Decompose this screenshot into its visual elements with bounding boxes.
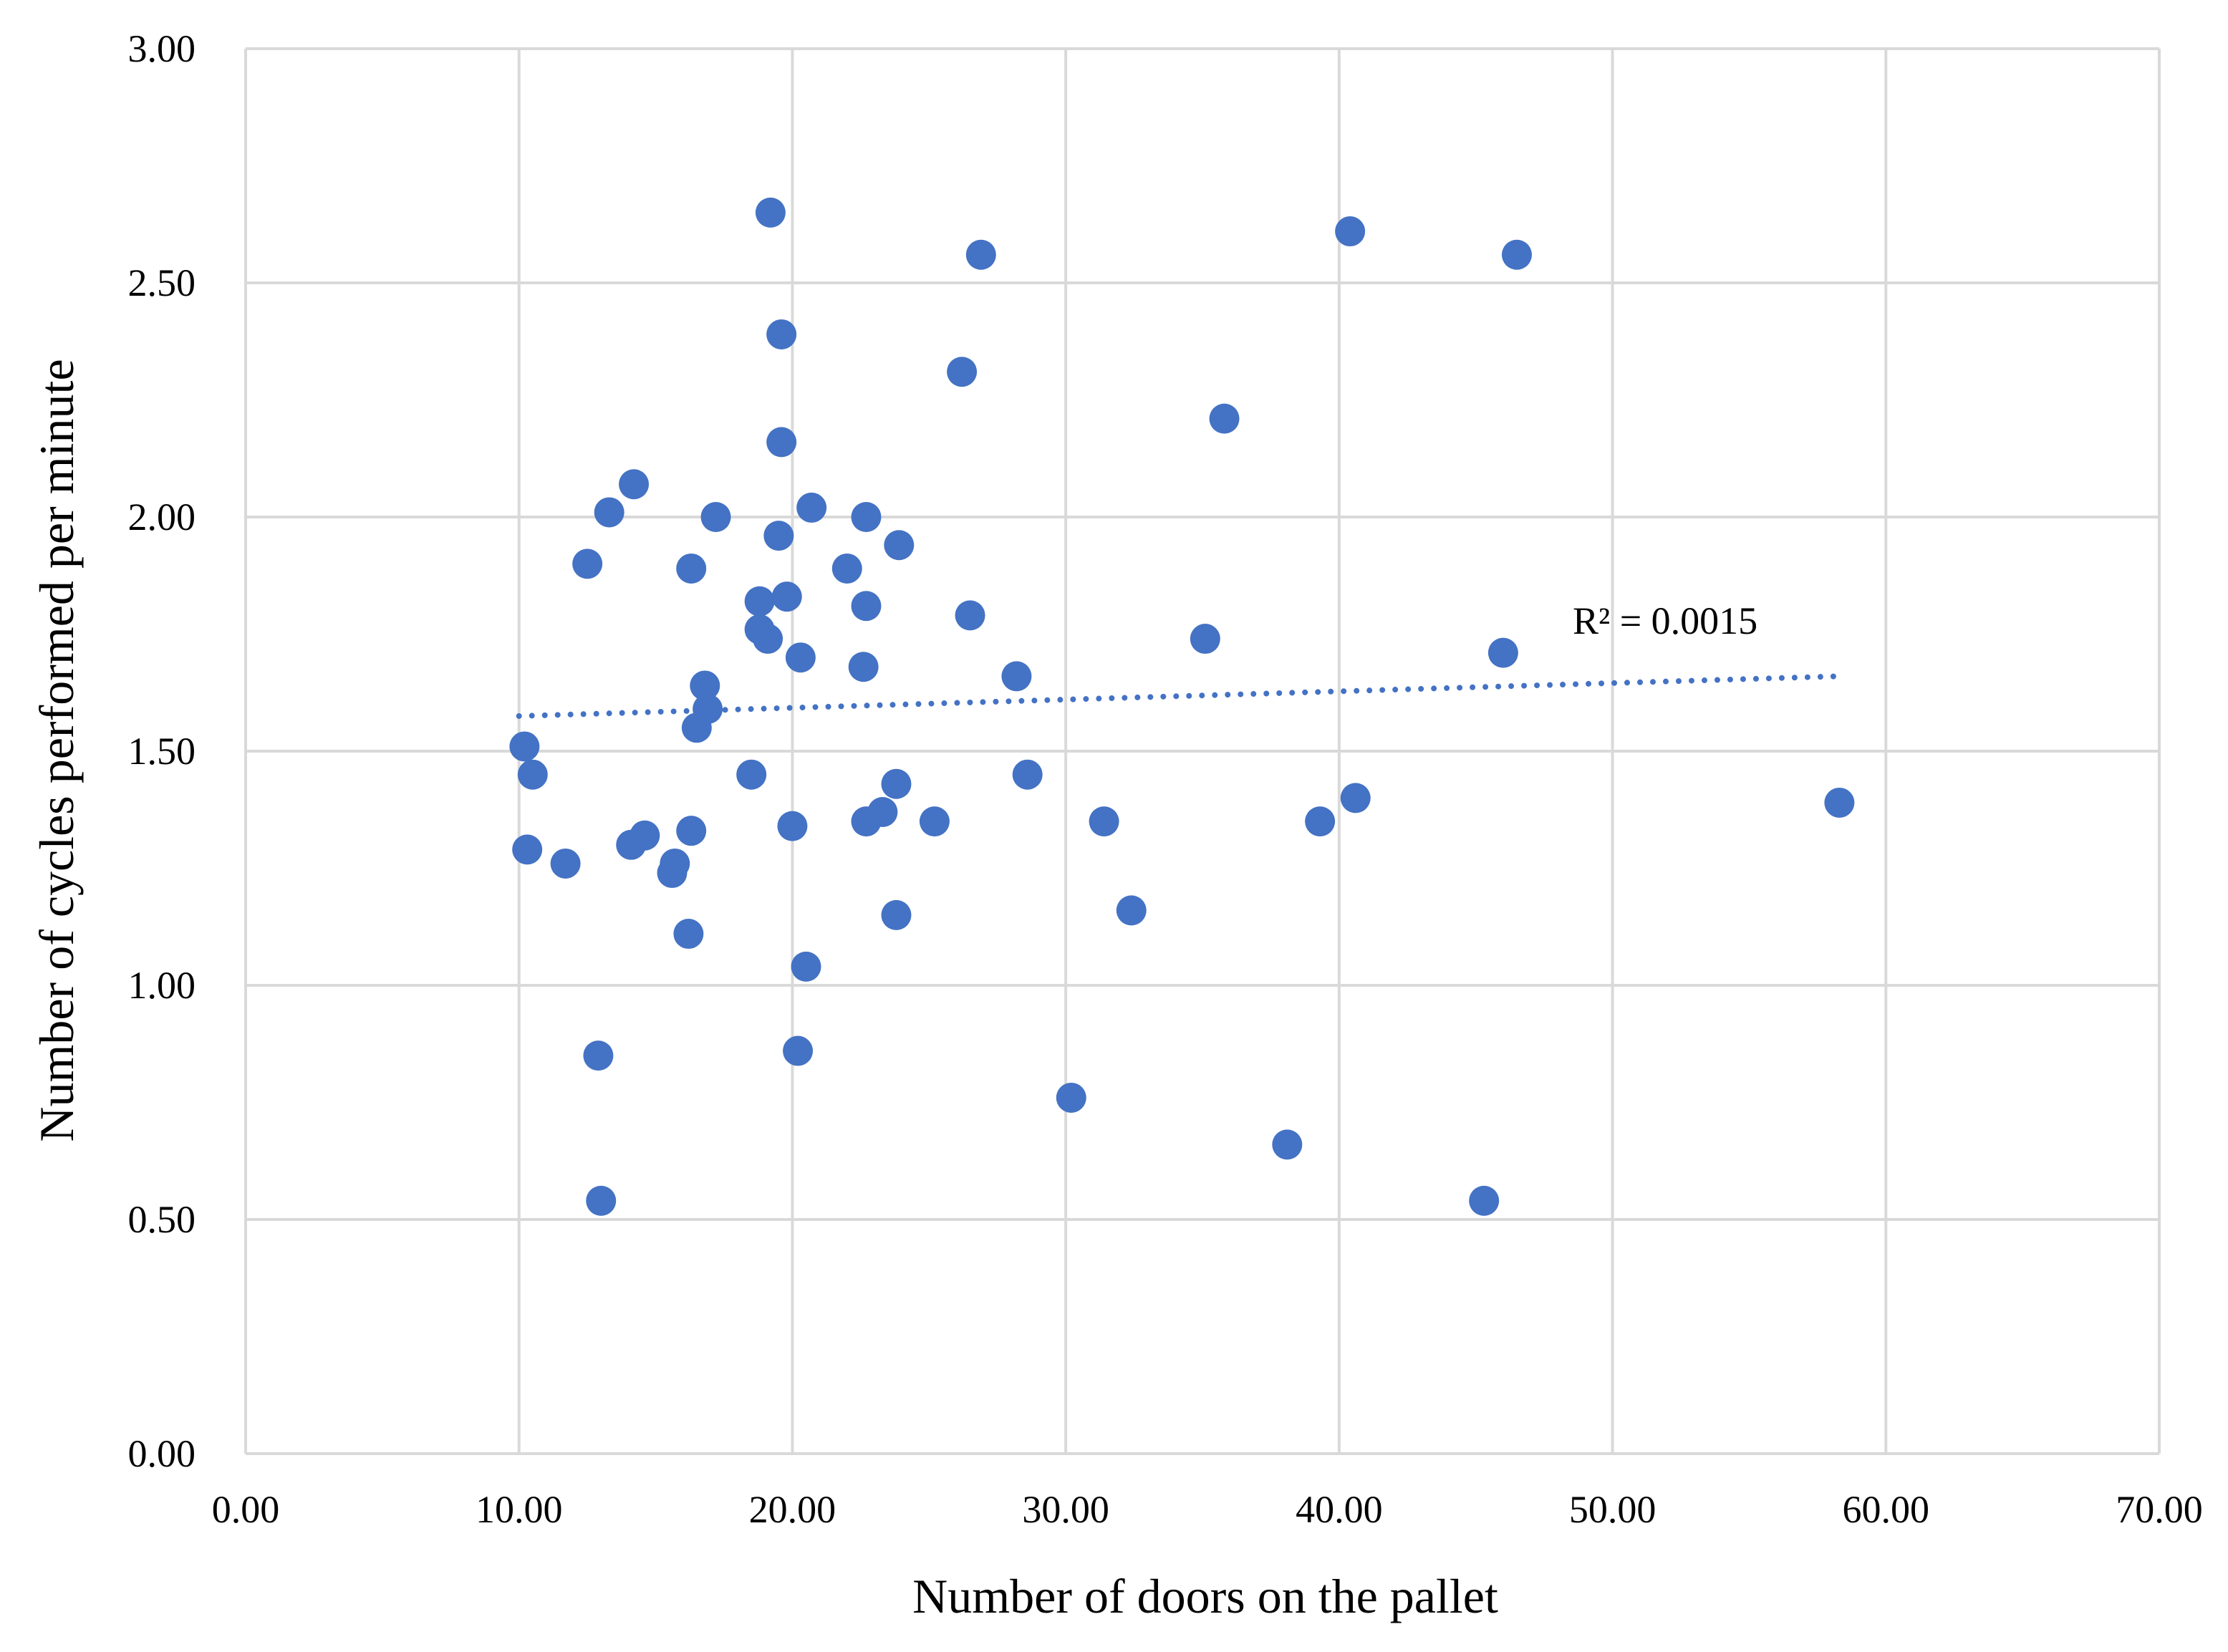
data-point [1305, 806, 1336, 837]
data-point [1089, 806, 1119, 837]
r-squared-label: R² = 0.0015 [1573, 599, 1757, 642]
x-axis-tick-labels: 0.00 10.00 20.00 30.00 40.00 50.00 60.00 70.00 [212, 1488, 2203, 1531]
data-point [755, 197, 786, 228]
data-point [736, 759, 767, 790]
data-point [1335, 216, 1366, 247]
data-point [1001, 661, 1032, 692]
data-point [594, 497, 624, 528]
data-point [1340, 783, 1371, 813]
x-tick-label: 30.00 [1022, 1488, 1109, 1531]
gridlines [244, 47, 2161, 1455]
data-point [785, 642, 816, 673]
data-point [1272, 1129, 1303, 1160]
data-point [550, 848, 581, 879]
data-point [690, 670, 720, 701]
data-point [851, 502, 882, 532]
data-point [700, 502, 731, 532]
y-tick-label: 0.00 [128, 1432, 196, 1475]
data-point [753, 624, 783, 654]
data-point [881, 768, 912, 799]
y-axis-tick-labels: 0.00 0.50 1.00 1.50 2.00 2.50 3.00 [128, 27, 196, 1475]
data-point [619, 469, 650, 500]
data-point [867, 797, 898, 828]
data-point [693, 694, 723, 725]
data-point [766, 319, 797, 349]
data-point [1056, 1082, 1086, 1113]
data-point [676, 816, 707, 846]
data-point [783, 1035, 814, 1066]
x-tick-label: 70.00 [2116, 1488, 2203, 1531]
data-point [676, 553, 707, 584]
data-point [660, 848, 690, 879]
data-point [583, 1040, 614, 1071]
x-tick-label: 0.00 [212, 1488, 280, 1531]
y-tick-label: 3.00 [128, 27, 196, 70]
data-point [744, 586, 775, 617]
data-point [884, 530, 915, 561]
trendline [516, 673, 1843, 719]
data-point [1012, 759, 1043, 790]
data-point [673, 919, 704, 950]
data-point [947, 357, 978, 387]
data-point [955, 600, 985, 631]
data-point [831, 553, 862, 584]
data-point [965, 239, 996, 270]
y-tick-label: 2.50 [128, 261, 196, 304]
data-point [766, 427, 797, 458]
data-point [1190, 624, 1220, 654]
data-point [1824, 787, 1855, 818]
data-point [919, 806, 950, 837]
x-tick-label: 10.00 [476, 1488, 563, 1531]
y-tick-label: 2.00 [128, 496, 196, 538]
data-point [1487, 637, 1518, 668]
data-point [1209, 403, 1240, 434]
data-point [848, 652, 879, 682]
y-tick-label: 1.50 [128, 730, 196, 773]
data-point [791, 951, 821, 982]
data-point [586, 1185, 617, 1216]
y-tick-label: 0.50 [128, 1198, 196, 1241]
x-axis-title: Number of doors on the pallet [912, 1569, 1498, 1623]
data-point [517, 759, 548, 790]
x-tick-label: 40.00 [1296, 1488, 1383, 1531]
data-point [851, 591, 882, 622]
x-tick-label: 50.00 [1569, 1488, 1656, 1531]
data-points [509, 197, 1855, 1216]
data-point [1116, 895, 1147, 926]
data-point [763, 521, 794, 551]
data-point [1469, 1185, 1500, 1216]
data-point [630, 820, 660, 851]
data-point [777, 811, 808, 841]
data-point [509, 731, 540, 762]
trendline-path [516, 673, 1843, 719]
y-tick-label: 1.00 [128, 964, 196, 1007]
data-point [796, 492, 827, 523]
y-axis-title: Number of cycles performed per minute [29, 359, 84, 1141]
data-point [881, 899, 912, 930]
data-point [1501, 239, 1532, 270]
data-point [512, 834, 543, 865]
data-point [572, 549, 603, 579]
data-point [771, 581, 802, 612]
x-tick-label: 60.00 [1843, 1488, 1930, 1531]
x-tick-label: 20.00 [749, 1488, 836, 1531]
